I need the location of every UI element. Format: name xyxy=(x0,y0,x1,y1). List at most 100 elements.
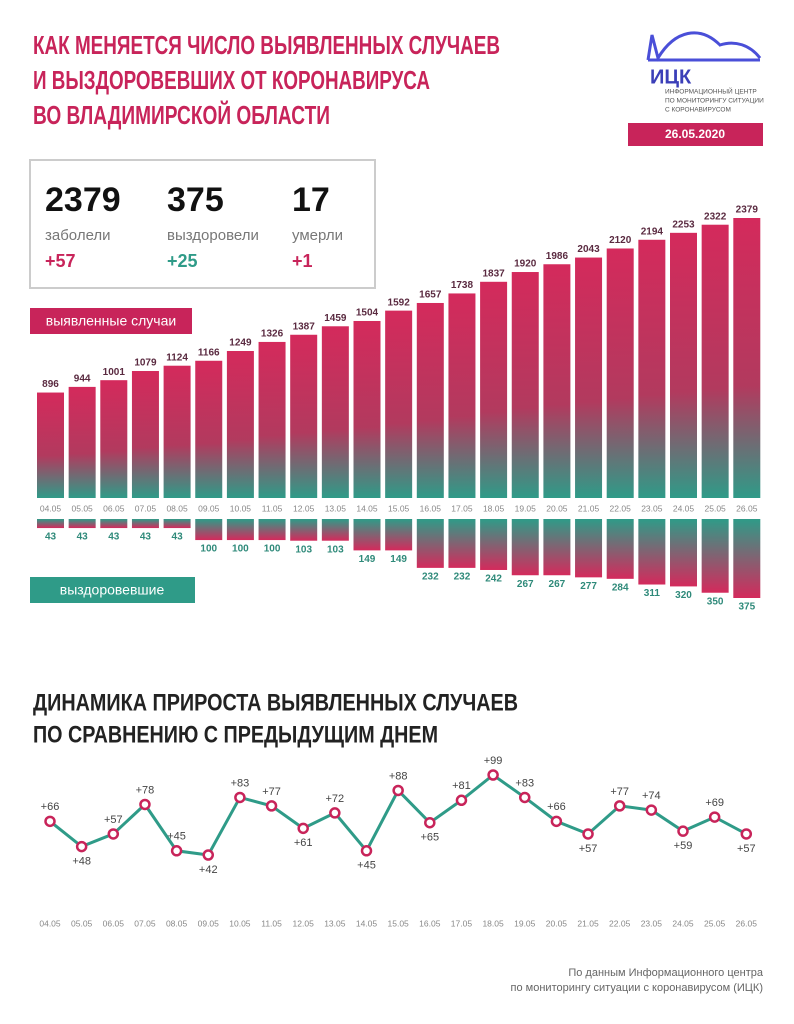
logo-subtitle: С КОРОНАВИРУСОМ xyxy=(665,107,731,114)
point xyxy=(613,800,626,812)
bar xyxy=(606,519,634,579)
bar xyxy=(701,519,729,593)
value-label: 1387 xyxy=(293,321,316,332)
value-label: 311 xyxy=(644,588,661,599)
x-tick-label: 12.05 xyxy=(293,503,315,513)
line-chart-title: ПО СРАВНЕНИЮ С ПРЕДЫДУЩИМ ДНЕМ xyxy=(33,721,438,748)
value-label: 1920 xyxy=(514,259,537,270)
point xyxy=(44,815,56,828)
value-label: 100 xyxy=(264,544,281,555)
x-tick-label: 18.05 xyxy=(483,503,505,513)
value-label: 350 xyxy=(707,596,724,607)
x-tick-label: 14.05 xyxy=(356,503,378,513)
x-tick-label: 17.05 xyxy=(451,918,473,928)
value-label: 103 xyxy=(295,544,312,555)
value-label: 43 xyxy=(140,532,152,543)
point xyxy=(234,791,246,804)
bar xyxy=(385,519,413,551)
value-label: 2322 xyxy=(704,211,727,222)
value-label: 1837 xyxy=(482,268,505,279)
bar xyxy=(195,360,223,498)
bar xyxy=(511,519,539,576)
bar xyxy=(511,272,539,498)
stat-value: 17 xyxy=(292,181,330,219)
value-label: +57 xyxy=(737,843,756,855)
footer: по мониторингу ситуации с коронавирусом … xyxy=(511,982,763,994)
value-label: 43 xyxy=(108,532,120,543)
bar xyxy=(448,293,476,498)
logo-subtitle: ИНФОРМАЦИОННЫЙ ЦЕНТР xyxy=(665,87,757,96)
x-tick-label: 22.05 xyxy=(610,503,632,513)
bar xyxy=(638,239,666,498)
value-label: +83 xyxy=(231,777,250,789)
date: 26.05.2020 xyxy=(665,127,725,141)
point xyxy=(487,769,499,781)
bar xyxy=(480,519,508,570)
bar xyxy=(416,302,444,498)
legend-box xyxy=(30,577,195,603)
point xyxy=(392,784,404,797)
point xyxy=(708,811,721,823)
x-tick-label: 18.05 xyxy=(482,918,504,928)
value-label: +42 xyxy=(199,864,218,876)
bar xyxy=(670,232,697,498)
point xyxy=(550,815,563,828)
bar xyxy=(131,519,159,529)
value-label: +72 xyxy=(326,793,345,805)
stat-label: заболели xyxy=(45,227,111,244)
point xyxy=(202,849,214,861)
x-tick-label: 16.05 xyxy=(419,918,441,928)
bar xyxy=(195,519,223,541)
value-label: 149 xyxy=(390,554,407,565)
stat-change: +57 xyxy=(45,251,76,271)
point xyxy=(582,828,594,840)
value-label: +66 xyxy=(41,801,60,813)
x-tick-label: 20.05 xyxy=(546,918,568,928)
x-tick-label: 24.05 xyxy=(672,918,694,928)
value-label: 1001 xyxy=(103,367,126,378)
x-tick-label: 10.05 xyxy=(230,503,252,513)
value-label: +88 xyxy=(389,770,408,782)
bar xyxy=(226,350,254,498)
point xyxy=(297,822,309,835)
line-chart-title: ДИНАМИКА ПРИРОСТА ВЫЯВЛЕННЫХ СЛУЧАЕВ xyxy=(33,689,518,716)
bar xyxy=(290,519,318,541)
x-tick-label: 26.05 xyxy=(736,918,758,928)
bar xyxy=(575,519,603,578)
bar xyxy=(321,326,349,498)
value-label: 284 xyxy=(612,582,629,593)
value-label: 1986 xyxy=(546,251,569,262)
value-label: +66 xyxy=(547,801,566,813)
point xyxy=(519,791,531,804)
x-tick-label: 04.05 xyxy=(39,918,61,928)
stats-box xyxy=(29,159,376,289)
x-tick-label: 08.05 xyxy=(166,503,188,513)
point xyxy=(329,807,341,819)
value-label: +77 xyxy=(262,786,281,798)
point xyxy=(645,804,658,816)
x-tick-label: 12.05 xyxy=(293,918,315,928)
point xyxy=(455,794,468,807)
value-label: +61 xyxy=(294,837,313,849)
stat-value: 2379 xyxy=(45,181,121,219)
bar xyxy=(543,264,571,498)
x-tick-label: 04.05 xyxy=(40,503,62,513)
value-label: +78 xyxy=(136,784,155,796)
x-tick-label: 16.05 xyxy=(420,503,442,513)
point xyxy=(139,798,151,811)
x-tick-label: 14.05 xyxy=(356,918,378,928)
value-label: 320 xyxy=(675,590,692,601)
value-label: 43 xyxy=(77,532,89,543)
value-label: +45 xyxy=(167,831,186,843)
value-label: 375 xyxy=(738,602,755,613)
x-tick-label: 17.05 xyxy=(451,503,473,513)
bar xyxy=(733,218,761,498)
bar xyxy=(258,341,286,498)
value-label: 1504 xyxy=(356,308,379,319)
x-tick-label: 15.05 xyxy=(388,503,410,513)
bar xyxy=(385,310,413,498)
point xyxy=(677,825,689,837)
value-label: 1592 xyxy=(388,297,411,308)
value-label: 149 xyxy=(359,554,376,565)
